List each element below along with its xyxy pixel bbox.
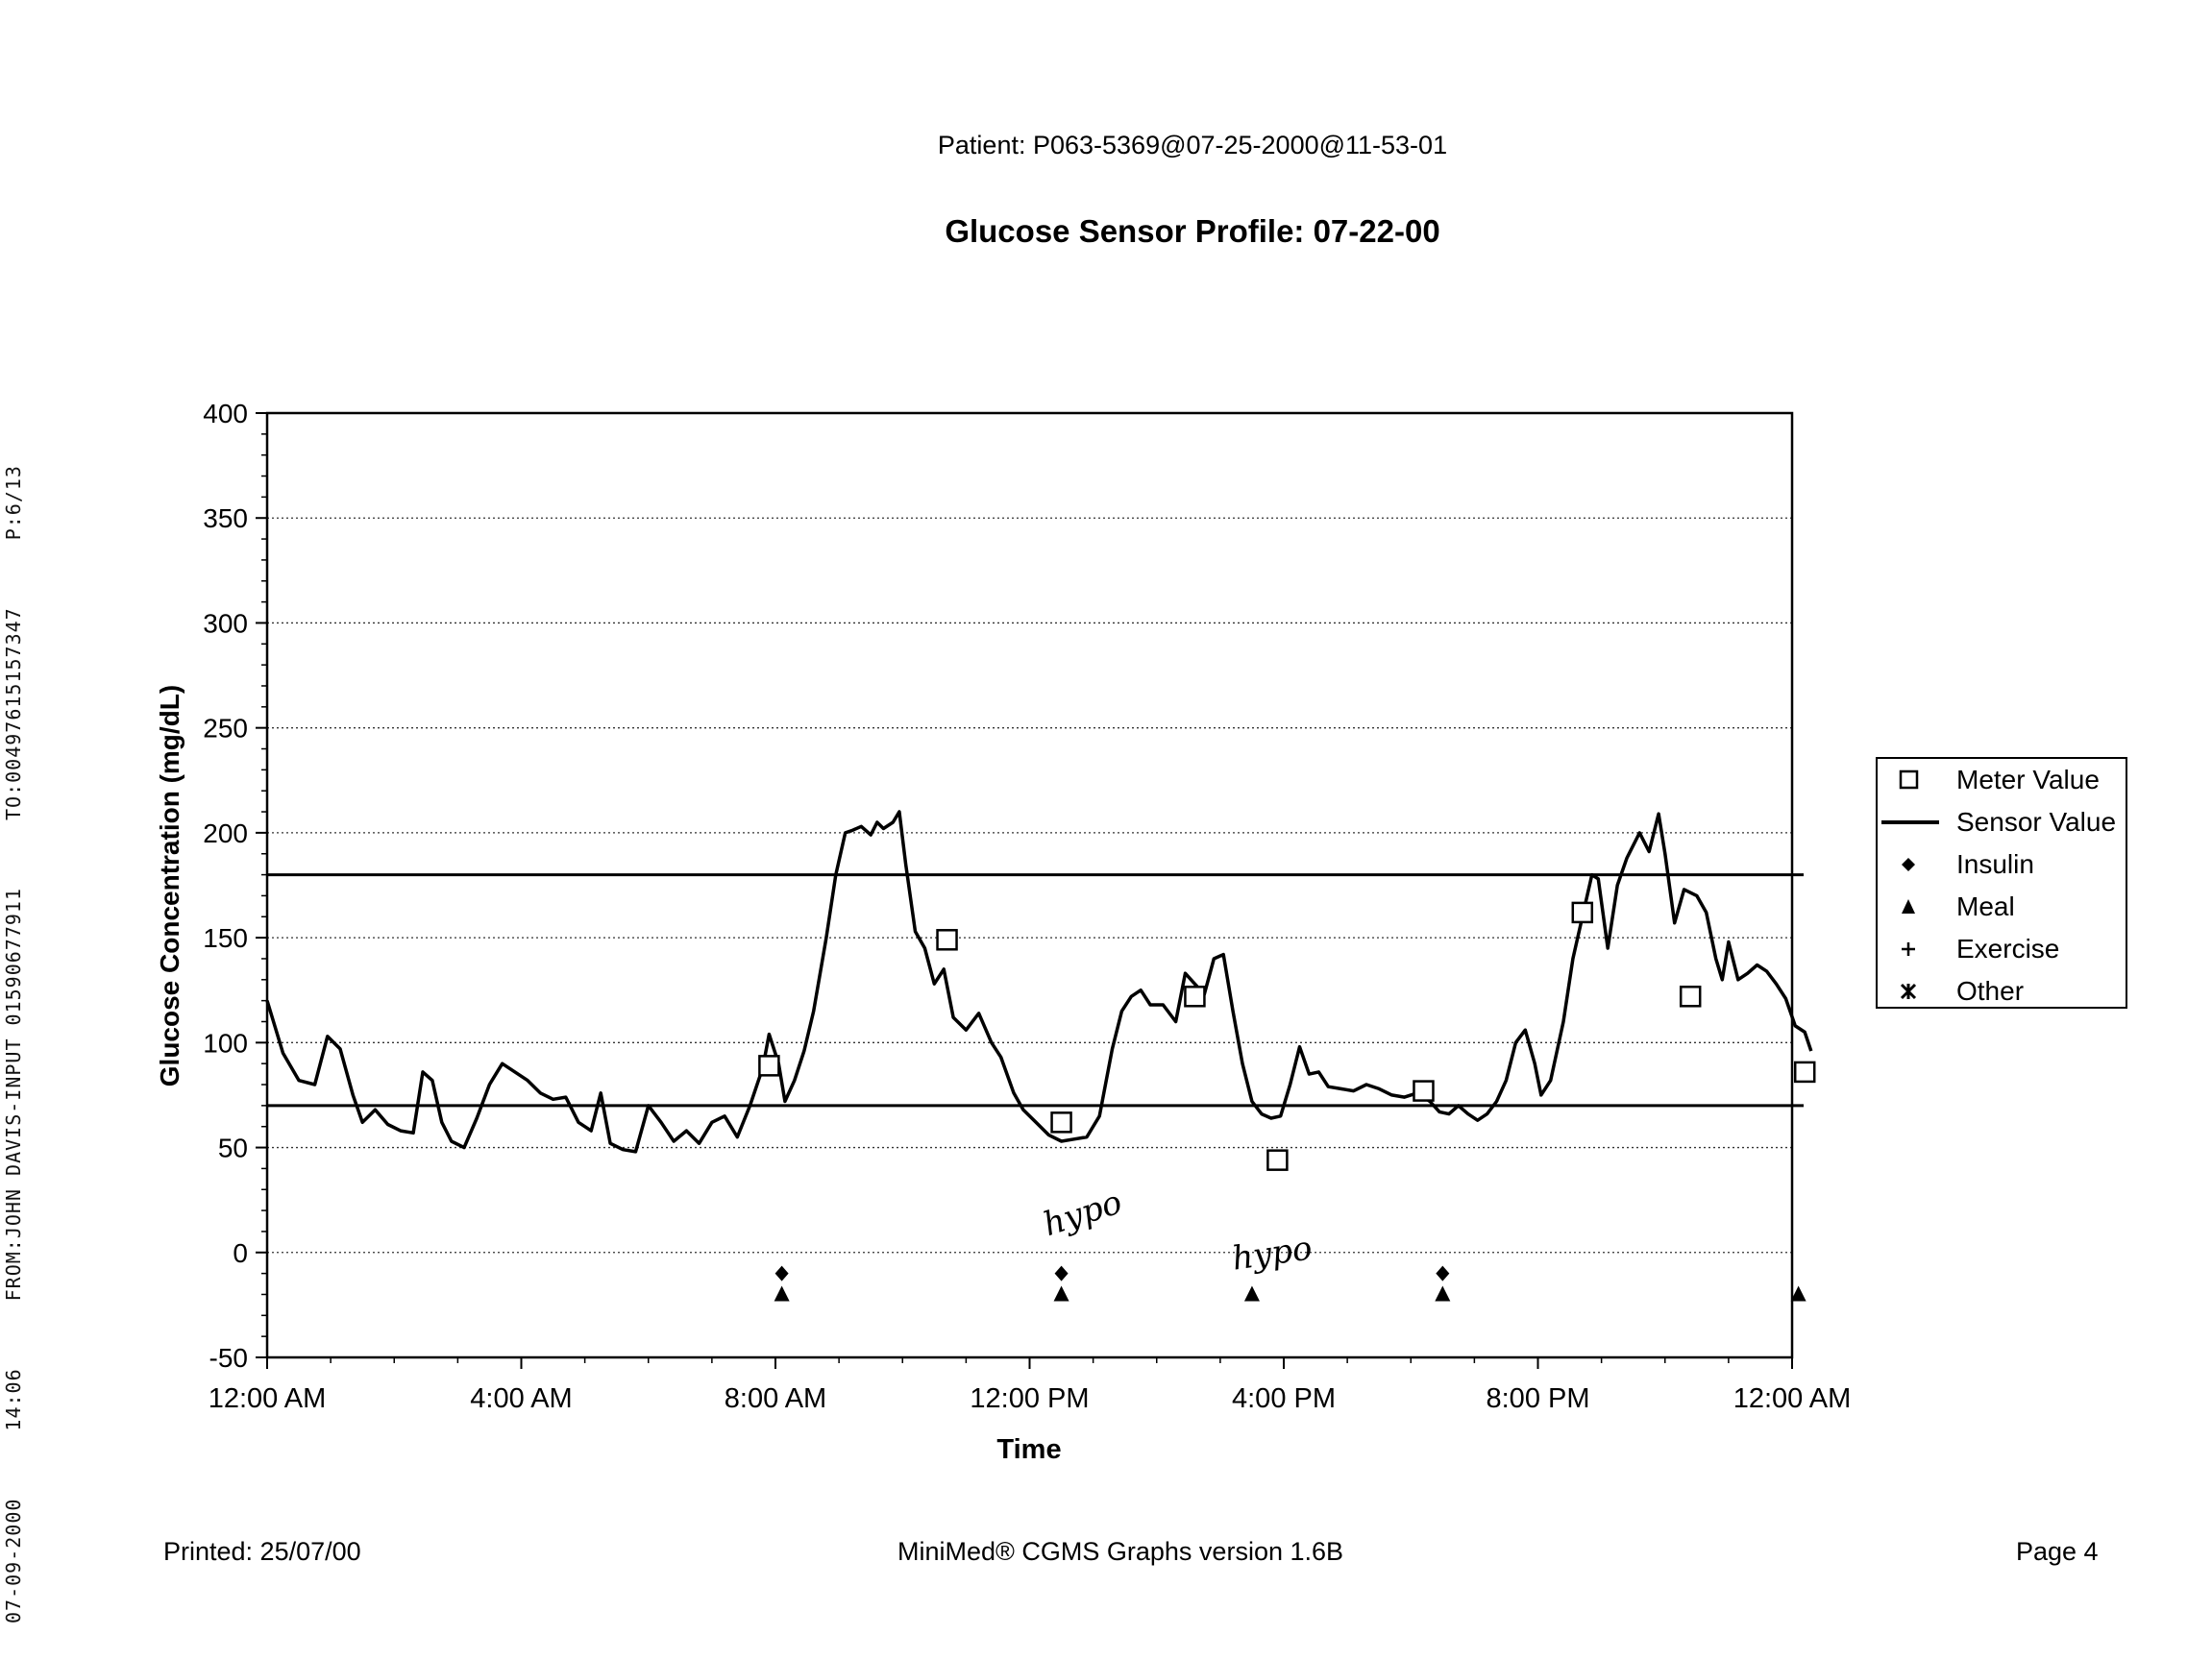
y-tick-label: 0 [233, 1238, 248, 1268]
meter-value-point [1184, 986, 1206, 1008]
legend-label: Insulin [1956, 849, 2034, 879]
plot-area-border [265, 411, 1794, 1359]
meter-value-point [1266, 1149, 1289, 1171]
meter-value-point [1413, 1080, 1435, 1102]
x-tick-label: 4:00 PM [1232, 1383, 1336, 1414]
legend-label: Sensor Value [1956, 807, 2117, 837]
plus-icon [1902, 942, 1915, 956]
legend-label: Other [1956, 976, 2025, 1006]
x-tick-label: 12:00 PM [970, 1383, 1089, 1414]
hypo-annotation-1: hypo [1039, 1183, 1127, 1244]
meal-marker [1053, 1285, 1069, 1302]
triangle-icon [1902, 899, 1915, 914]
meter-value-point [758, 1055, 780, 1077]
meal-marker [1243, 1285, 1260, 1302]
legend-label: Meter Value [1956, 765, 2100, 794]
y-tick-label: 250 [203, 714, 248, 744]
sensor-value-line [265, 810, 1813, 1154]
meal-marker [774, 1285, 790, 1302]
square-icon [1899, 769, 1919, 790]
insulin-marker [1436, 1265, 1450, 1282]
printed-date: Printed: 25/07/00 [163, 1537, 361, 1566]
x-tick-label: 12:00 AM [1733, 1383, 1852, 1414]
legend-item-meal: Meal [1878, 886, 2126, 928]
x-tick-label: 12:00 AM [209, 1383, 327, 1414]
y-tick-label: 300 [203, 608, 248, 638]
line-icon [1881, 820, 1939, 824]
y-tick-label: 100 [203, 1028, 248, 1058]
y-tick-label: 400 [203, 399, 248, 428]
meter-value-point [1793, 1061, 1816, 1084]
legend-item-insulin: Insulin [1878, 843, 2126, 886]
insulin-marker [1054, 1265, 1069, 1282]
patient-id: Patient: P063-5369@07-25-2000@11-53-01 [937, 131, 1448, 159]
legend-item-exercise: Exercise [1878, 928, 2126, 970]
meal-marker [1790, 1285, 1806, 1302]
diamond-icon [1902, 858, 1915, 871]
y-tick-label: 350 [203, 503, 248, 533]
x-axis-label: Time [996, 1434, 1061, 1465]
x-tick-label: 8:00 AM [725, 1383, 826, 1414]
meter-value-point [1571, 901, 1594, 924]
meal-marker [1435, 1285, 1451, 1302]
y-axis-label: Glucose Concentration (mg/dL) [155, 685, 184, 1086]
insulin-marker [774, 1265, 789, 1282]
hypo-annotation-2: hypo [1230, 1229, 1315, 1278]
software-version: MiniMed® CGMS Graphs version 1.6B [897, 1537, 1344, 1566]
y-tick-label: 200 [203, 818, 248, 848]
y-tick-label: 150 [203, 923, 248, 953]
legend-item-other: Other [1878, 970, 2126, 1013]
x-tick-label: 4:00 AM [470, 1383, 572, 1414]
legend-label: Meal [1956, 891, 2015, 921]
legend-item-sensor: Sensor Value [1878, 801, 2126, 843]
chart-legend: Meter Value Sensor Value Insulin Meal Ex… [1876, 757, 2127, 1009]
x-tick-label: 8:00 PM [1487, 1383, 1590, 1414]
y-tick-label: 50 [218, 1134, 248, 1163]
meter-value-point [936, 929, 958, 951]
star-icon [1900, 983, 1917, 1000]
legend-label: Exercise [1956, 934, 2060, 964]
meter-value-point [1679, 986, 1702, 1008]
y-tick-label: -50 [209, 1343, 248, 1373]
chart-title: Glucose Sensor Profile: 07-22-00 [945, 213, 1440, 249]
page-number: Page 4 [2016, 1537, 2099, 1566]
meter-value-point [1050, 1111, 1072, 1134]
legend-item-meter: Meter Value [1878, 759, 2126, 801]
